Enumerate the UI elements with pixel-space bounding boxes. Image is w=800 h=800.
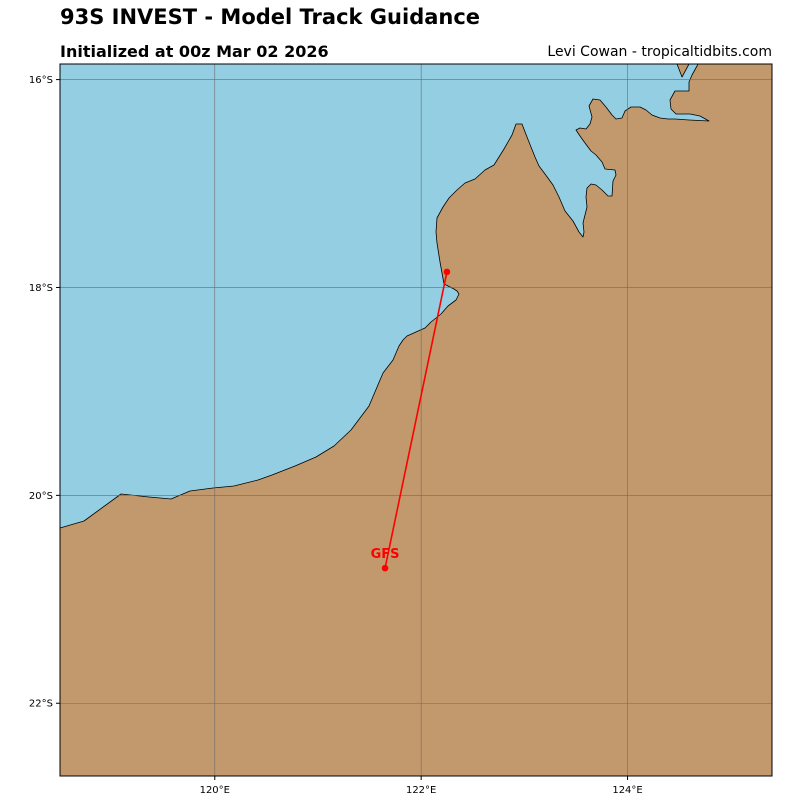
- gfs-model-label: GFS: [371, 547, 400, 562]
- lat-tick-label: 22°S: [29, 699, 53, 710]
- lat-tick-label: 20°S: [29, 491, 53, 502]
- map-frame: [59, 63, 773, 777]
- track-point: [443, 268, 451, 276]
- model-tracks: GFS: [371, 268, 451, 572]
- grid-lines: [60, 64, 772, 776]
- credit-text: Levi Cowan - tropicaltidbits.com: [547, 44, 772, 60]
- lon-tick-label: 124°E: [612, 785, 642, 796]
- gfs-track-line: [384, 271, 448, 569]
- init-time-subtitle: Initialized at 00z Mar 02 2026: [60, 42, 329, 61]
- track-point: [381, 564, 389, 572]
- chart-title: 93S INVEST - Model Track Guidance: [60, 5, 481, 29]
- lat-tick-label: 16°S: [29, 75, 53, 86]
- lat-tick-label: 18°S: [29, 283, 53, 294]
- ocean-area: [60, 64, 710, 529]
- lon-tick-label: 122°E: [406, 785, 436, 796]
- lon-tick-label: 120°E: [200, 785, 230, 796]
- tick-marks: 16°S 18°S 20°S 22°S 120°E 122°E 124°E: [29, 75, 643, 796]
